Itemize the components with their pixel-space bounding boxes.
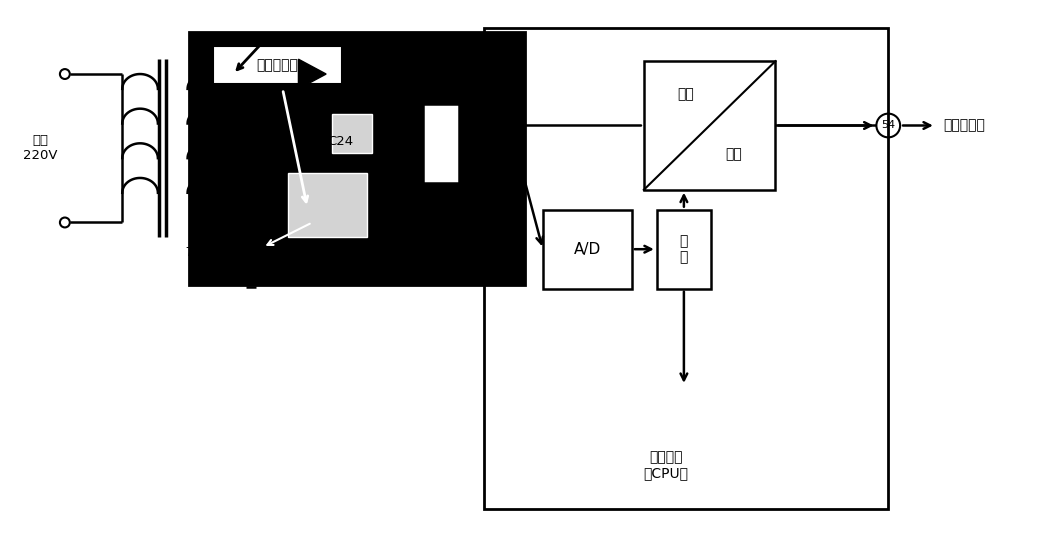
Circle shape <box>378 70 385 78</box>
Text: R23
16k: R23 16k <box>463 129 489 157</box>
Text: 电压互感器: 电压互感器 <box>257 58 298 72</box>
Text: C24: C24 <box>328 135 354 148</box>
Bar <box>644 61 776 190</box>
Text: 交流
220V: 交流 220V <box>23 134 57 162</box>
Bar <box>423 104 458 183</box>
Text: 电源继电器: 电源继电器 <box>943 119 986 133</box>
Text: 54: 54 <box>882 120 895 130</box>
Text: 56: 56 <box>477 120 491 130</box>
Bar <box>485 27 888 510</box>
Text: 微处理器
（CPU）: 微处理器 （CPU） <box>644 450 689 480</box>
Bar <box>543 209 632 289</box>
Circle shape <box>437 70 445 78</box>
Text: VD4: VD4 <box>298 43 326 56</box>
FancyBboxPatch shape <box>332 114 371 153</box>
Polygon shape <box>298 59 326 89</box>
Text: T₁: T₁ <box>186 245 197 259</box>
Text: 发光
二极管: 发光 二极管 <box>481 44 505 72</box>
Text: A/D: A/D <box>574 242 601 257</box>
Text: 检
测: 检 测 <box>680 234 689 264</box>
Text: 保护: 保护 <box>725 147 742 161</box>
Bar <box>657 209 711 289</box>
Bar <box>288 173 367 237</box>
Text: 14: 14 <box>477 69 491 79</box>
Bar <box>213 46 342 84</box>
Bar <box>189 32 525 285</box>
Text: 报警: 报警 <box>678 88 694 101</box>
Polygon shape <box>456 70 482 96</box>
